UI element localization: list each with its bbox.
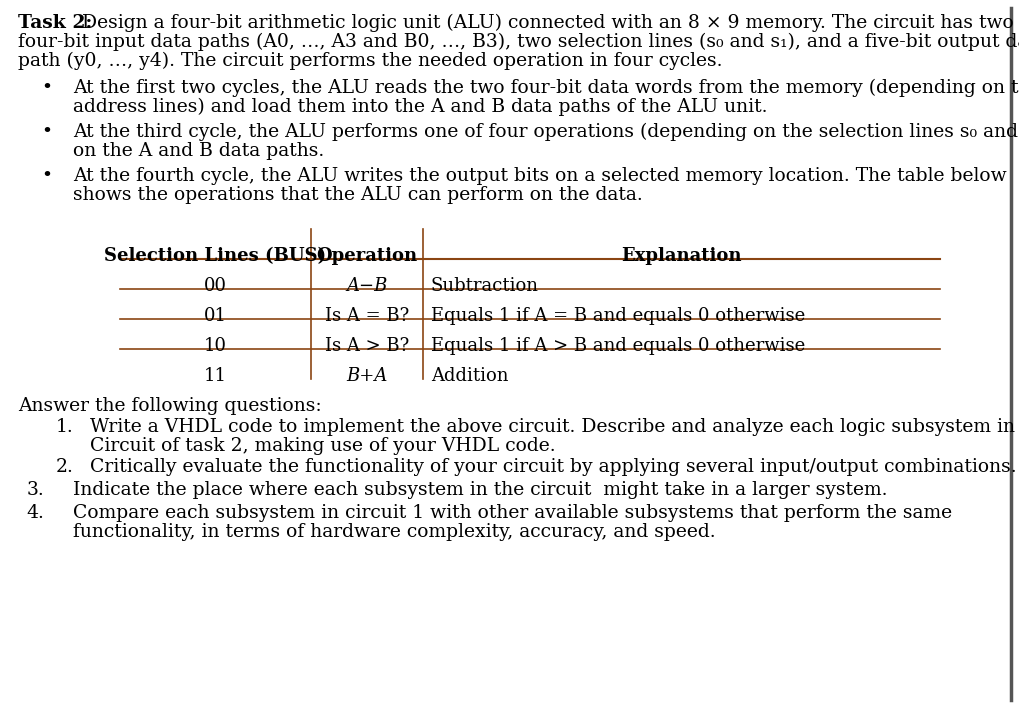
Text: Operation: Operation xyxy=(316,247,418,265)
Text: Task 2:: Task 2: xyxy=(18,14,93,32)
Text: shows the operations that the ALU can perform on the data.: shows the operations that the ALU can pe… xyxy=(73,186,643,204)
Text: Circuit of task 2, making use of your VHDL code.: Circuit of task 2, making use of your VH… xyxy=(90,437,555,455)
Text: •: • xyxy=(41,79,52,97)
Text: Critically evaluate the functionality of your circuit by applying several input/: Critically evaluate the functionality of… xyxy=(90,458,1016,476)
Text: address lines) and load them into the A and B data paths of the ALU unit.: address lines) and load them into the A … xyxy=(73,98,768,116)
Text: Indicate the place where each subsystem in the circuit  might take in a larger s: Indicate the place where each subsystem … xyxy=(73,481,888,499)
Text: At the third cycle, the ALU performs one of four operations (depending on the se: At the third cycle, the ALU performs one… xyxy=(73,123,1019,141)
Text: 01: 01 xyxy=(204,307,227,325)
Text: Design a four-bit arithmetic logic unit (ALU) connected with an 8 × 9 memory. Th: Design a four-bit arithmetic logic unit … xyxy=(76,14,1014,32)
Text: Explanation: Explanation xyxy=(621,247,742,265)
Text: Addition: Addition xyxy=(431,367,508,385)
Text: Equals 1 if A > B and equals 0 otherwise: Equals 1 if A > B and equals 0 otherwise xyxy=(431,337,805,355)
Text: 4.: 4. xyxy=(26,504,44,522)
Text: on the A and B data paths.: on the A and B data paths. xyxy=(73,142,325,160)
Text: Equals 1 if A = B and equals 0 otherwise: Equals 1 if A = B and equals 0 otherwise xyxy=(431,307,805,325)
Text: Selection Lines (BUS): Selection Lines (BUS) xyxy=(105,247,326,265)
Text: four-bit input data paths (A0, …, A3 and B0, …, B3), two selection lines (s₀ and: four-bit input data paths (A0, …, A3 and… xyxy=(18,33,1019,51)
Text: •: • xyxy=(41,167,52,185)
Text: B+A: B+A xyxy=(346,367,387,385)
Text: 00: 00 xyxy=(204,277,227,295)
Text: Compare each subsystem in circuit 1 with other available subsystems that perform: Compare each subsystem in circuit 1 with… xyxy=(73,504,953,522)
Text: At the first two cycles, the ALU reads the two four-bit data words from the memo: At the first two cycles, the ALU reads t… xyxy=(73,79,1019,97)
Text: Is A > B?: Is A > B? xyxy=(325,337,409,355)
Text: 10: 10 xyxy=(204,337,227,355)
Text: path (y0, …, y4). The circuit performs the needed operation in four cycles.: path (y0, …, y4). The circuit performs t… xyxy=(18,52,722,70)
Text: 11: 11 xyxy=(204,367,227,385)
Text: Subtraction: Subtraction xyxy=(431,277,539,295)
Text: A−B: A−B xyxy=(346,277,387,295)
Text: 3.: 3. xyxy=(26,481,44,499)
Text: 1.: 1. xyxy=(56,418,73,436)
Text: •: • xyxy=(41,123,52,141)
Text: Answer the following questions:: Answer the following questions: xyxy=(18,397,322,415)
Text: At the fourth cycle, the ALU writes the output bits on a selected memory locatio: At the fourth cycle, the ALU writes the … xyxy=(73,167,1007,185)
Text: Write a VHDL code to implement the above circuit. Describe and analyze each logi: Write a VHDL code to implement the above… xyxy=(90,418,1015,436)
Text: functionality, in terms of hardware complexity, accuracy, and speed.: functionality, in terms of hardware comp… xyxy=(73,523,716,541)
Text: 2.: 2. xyxy=(56,458,74,476)
Text: Is A = B?: Is A = B? xyxy=(325,307,409,325)
